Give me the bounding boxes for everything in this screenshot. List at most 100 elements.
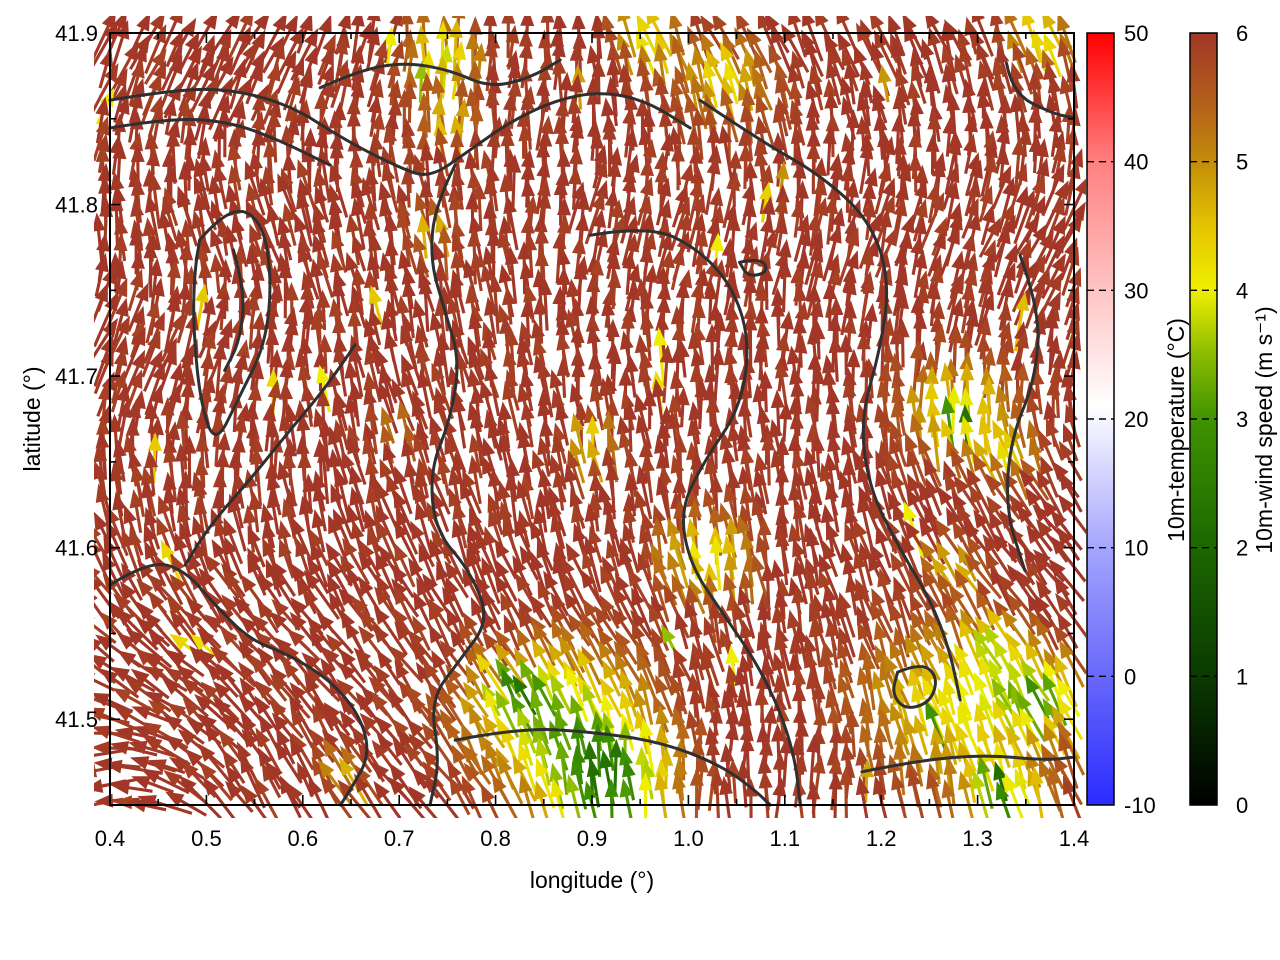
wind-arrow	[853, 550, 871, 603]
wind-arrow	[806, 733, 821, 790]
wind-arrow	[672, 647, 693, 683]
wind-arrow	[859, 723, 874, 769]
wind-arrow	[738, 142, 753, 189]
wind-arrow	[602, 659, 622, 697]
wind-arrow	[710, 767, 725, 818]
wind-arrow	[389, 762, 423, 810]
wind-arrow	[1048, 558, 1086, 602]
wind-arrow	[519, 659, 540, 700]
wind-arrow	[316, 612, 354, 655]
wind-arrow	[759, 214, 774, 266]
wind-arrow	[622, 504, 637, 543]
wind-arrow	[94, 707, 137, 731]
wind-arrow	[560, 556, 586, 605]
wind-arrow	[659, 344, 674, 404]
wind-arrow	[938, 225, 960, 279]
wind-arrow	[127, 282, 149, 332]
wind-arrow	[94, 777, 140, 793]
wind-arrow	[948, 584, 981, 634]
wind-arrow	[841, 456, 856, 502]
wind-arrow	[875, 450, 898, 503]
wind-arrow	[619, 669, 638, 718]
wind-arrow	[365, 26, 381, 70]
wind-arrow	[1011, 162, 1028, 207]
contour-line	[1005, 61, 1076, 120]
wind-arrow	[537, 435, 551, 477]
wind-arrow	[384, 329, 402, 387]
wind-arrow	[227, 164, 242, 210]
wind-arrow	[570, 756, 588, 810]
wind-arrow	[222, 749, 246, 785]
wind-arrow	[1057, 611, 1079, 650]
wind-arrow	[1041, 163, 1065, 217]
wind-arrow	[125, 628, 173, 669]
wind-arrow	[308, 776, 330, 818]
wind-arrow	[397, 88, 412, 145]
wind-arrow	[248, 491, 263, 533]
wind-arrow	[209, 646, 257, 688]
wind-arrow	[428, 623, 452, 669]
wind-arrow	[261, 762, 282, 799]
wind-arrow	[1040, 272, 1063, 315]
wind-arrow	[772, 103, 789, 161]
wind-arrow	[289, 611, 324, 654]
wind-arrow	[929, 740, 944, 785]
wind-arrow	[502, 517, 523, 568]
wind-arrow	[588, 492, 603, 532]
wind-arrow	[520, 91, 535, 150]
wind-arrow	[1001, 470, 1033, 516]
wind-arrow	[925, 477, 943, 517]
wind-arrow	[105, 520, 129, 570]
wind-arrow	[95, 429, 110, 480]
wind-arrow	[892, 582, 911, 639]
wind-arrow	[555, 401, 570, 446]
wind-arrow	[622, 522, 640, 574]
wind-arrow	[1048, 113, 1063, 157]
wind-arrow	[996, 202, 1015, 248]
wind-arrow	[558, 635, 588, 687]
wind-arrow	[300, 382, 315, 427]
wind-arrow	[416, 344, 436, 401]
wind-arrow	[622, 401, 637, 452]
wind-arrow	[889, 420, 908, 467]
wind-arrow	[1050, 535, 1086, 583]
wind-arrow	[941, 779, 956, 818]
wind-arrow	[976, 755, 994, 810]
wind-arrow	[619, 778, 634, 818]
wind-arrow	[94, 725, 141, 744]
contour-line	[223, 248, 245, 372]
wind-arrow	[790, 199, 805, 238]
wind-arrow	[263, 138, 278, 194]
wind-arrow	[518, 774, 535, 818]
wind-arrow	[719, 775, 734, 818]
wind-arrow	[963, 133, 977, 175]
wind-arrow	[266, 489, 281, 535]
wind-arrow	[792, 557, 808, 605]
wind-arrow	[1045, 417, 1064, 461]
wind-arrow	[512, 674, 537, 716]
wind-arrow	[158, 345, 177, 395]
wind-arrow	[312, 482, 327, 532]
wind-arrow	[991, 164, 1012, 210]
wind-arrow	[751, 552, 769, 601]
wind-arrow	[709, 474, 723, 515]
wind-arrow	[382, 26, 397, 68]
wind-arrow	[420, 72, 435, 133]
wind-arrow	[739, 484, 754, 542]
wind-arrow	[550, 592, 575, 633]
wind-arrow	[534, 780, 549, 818]
wind-arrow	[130, 462, 146, 518]
y-tick-label: 41.5	[55, 707, 98, 732]
wind-arrow	[245, 291, 260, 350]
wind-arrow	[402, 231, 419, 275]
wind-arrow	[484, 362, 501, 417]
wind-arrow	[444, 560, 470, 599]
wind-arrow	[925, 16, 950, 53]
wind-arrow	[582, 598, 604, 633]
wind-arrow	[861, 651, 876, 711]
wind-arrow	[790, 50, 805, 89]
wind-arrow	[982, 533, 1015, 582]
wind-arrow	[334, 467, 350, 518]
wind-arrow	[208, 76, 233, 131]
wind-arrow	[347, 434, 367, 486]
